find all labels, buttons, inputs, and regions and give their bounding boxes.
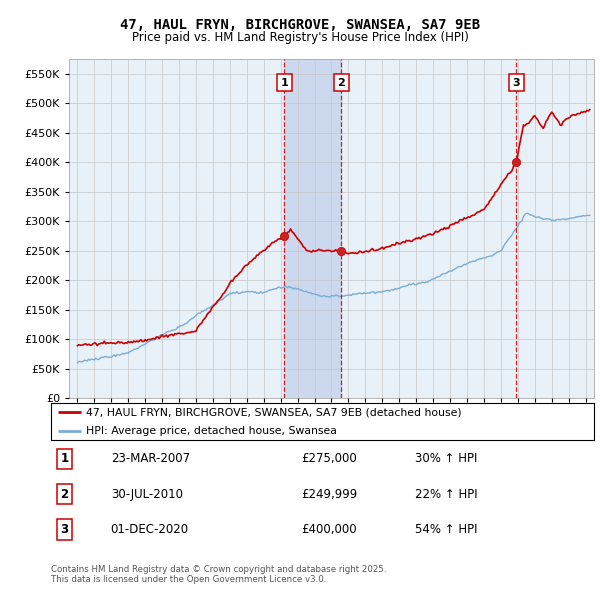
Text: 30-JUL-2010: 30-JUL-2010: [111, 488, 183, 501]
Text: 30% ↑ HPI: 30% ↑ HPI: [415, 453, 477, 466]
Text: 01-DEC-2020: 01-DEC-2020: [111, 523, 189, 536]
Text: 2: 2: [337, 78, 345, 87]
Text: £400,000: £400,000: [301, 523, 356, 536]
Text: 47, HAUL FRYN, BIRCHGROVE, SWANSEA, SA7 9EB: 47, HAUL FRYN, BIRCHGROVE, SWANSEA, SA7 …: [120, 18, 480, 32]
Text: 2: 2: [61, 488, 68, 501]
Text: Price paid vs. HM Land Registry's House Price Index (HPI): Price paid vs. HM Land Registry's House …: [131, 31, 469, 44]
Text: £275,000: £275,000: [301, 453, 356, 466]
Text: 23-MAR-2007: 23-MAR-2007: [111, 453, 190, 466]
Text: 1: 1: [281, 78, 288, 87]
Text: 22% ↑ HPI: 22% ↑ HPI: [415, 488, 478, 501]
Text: 3: 3: [61, 523, 68, 536]
Text: 47, HAUL FRYN, BIRCHGROVE, SWANSEA, SA7 9EB (detached house): 47, HAUL FRYN, BIRCHGROVE, SWANSEA, SA7 …: [86, 408, 462, 418]
Text: £249,999: £249,999: [301, 488, 357, 501]
Text: Contains HM Land Registry data © Crown copyright and database right 2025.
This d: Contains HM Land Registry data © Crown c…: [51, 565, 386, 584]
Text: 54% ↑ HPI: 54% ↑ HPI: [415, 523, 478, 536]
Text: 1: 1: [61, 453, 68, 466]
Bar: [284, 59, 341, 398]
Text: 3: 3: [512, 78, 520, 87]
Text: HPI: Average price, detached house, Swansea: HPI: Average price, detached house, Swan…: [86, 426, 337, 436]
